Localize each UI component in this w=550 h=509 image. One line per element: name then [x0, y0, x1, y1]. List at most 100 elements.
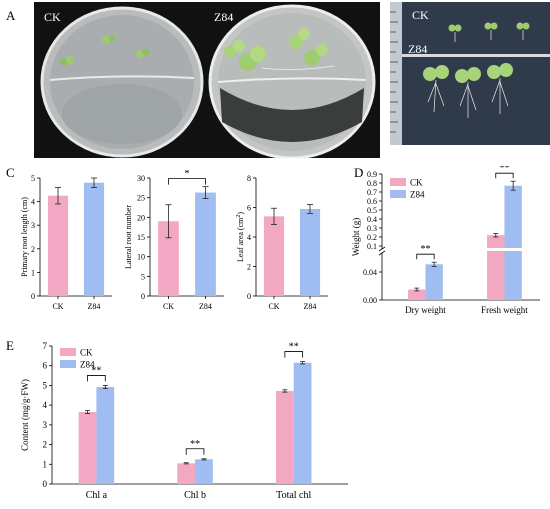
- y-tick-label: 6: [43, 361, 48, 371]
- y-tick-label: 0.1: [367, 242, 377, 251]
- y-tick-label: 4: [247, 233, 251, 242]
- y-tick-label: 0.7: [367, 188, 377, 197]
- significance-label: **: [289, 342, 299, 353]
- bar-z84: [195, 192, 216, 296]
- significance-label: **: [91, 365, 101, 376]
- y-tick-label: 1: [43, 459, 48, 469]
- y-tick-label: 0.4: [367, 215, 377, 224]
- x-tick-label: Z84: [88, 302, 101, 311]
- legend-swatch-z84: [390, 190, 406, 198]
- bar-z84: [83, 182, 105, 296]
- x-tick-label: CK: [163, 302, 174, 311]
- y-tick-label: 0.5: [367, 206, 377, 215]
- legend-swatch-z84: [60, 360, 76, 368]
- x-tick-label: Total chl: [276, 490, 311, 501]
- seedling-photo: CK Z84: [390, 2, 550, 145]
- y-axis-label: Primary root length (cm): [20, 197, 29, 277]
- panel-label-c: C: [6, 165, 15, 180]
- y-tick-label: 6: [247, 204, 251, 213]
- y-tick-label: 25: [137, 194, 145, 203]
- y-tick-label: 3: [43, 420, 48, 430]
- panel-label-a: A: [6, 8, 16, 23]
- x-tick-label: Dry weight: [405, 305, 446, 315]
- x-tick-label: Z84: [304, 302, 317, 311]
- significance-label: *: [185, 170, 190, 180]
- y-tick-label: 0.8: [367, 179, 377, 188]
- photo-b-z84-label: Z84: [408, 42, 428, 56]
- y-axis-label: Lateral root number: [124, 205, 133, 269]
- bar-ck: [47, 195, 69, 296]
- seedling-image: [390, 2, 550, 145]
- y-tick-label: 0: [141, 292, 145, 301]
- y-tick-label: 4: [43, 400, 48, 410]
- legend-label-ck: CK: [410, 178, 423, 188]
- lateral-root-number-chart: 0 5 10 15 20 25 30 CK Z84 * Lateral root number: [124, 170, 224, 311]
- x-tick-label: Chl a: [86, 490, 108, 501]
- y-axis-label: Weight (g): [351, 218, 361, 257]
- x-tick-label: CK: [268, 302, 279, 311]
- y-tick-label: 10: [137, 253, 145, 262]
- y-tick-label: 5: [31, 174, 35, 183]
- bar-ck: [487, 235, 505, 300]
- y-axis-label: Content (mg/g·FW): [20, 379, 30, 451]
- y-tick-label: 3: [31, 221, 35, 230]
- y-tick-label: 0.6: [367, 197, 377, 206]
- y-tick-label: 2: [31, 245, 35, 254]
- y-tick-label: 4: [31, 198, 35, 207]
- bar-ck: [275, 390, 294, 484]
- y-tick-label: 0.04: [363, 268, 377, 277]
- bar-ck: [78, 412, 97, 484]
- significance-bracket: [87, 375, 106, 382]
- petri-dish-photo: CK Z84: [34, 2, 380, 160]
- y-tick-label: 0.2: [367, 233, 377, 242]
- y-tick-label: 5: [141, 272, 145, 281]
- legend-swatch-ck: [390, 178, 406, 186]
- significance-bracket: [495, 172, 514, 179]
- legend-swatch-ck: [60, 348, 76, 356]
- photo-a-z84-label: Z84: [214, 10, 234, 24]
- bar-z84: [425, 264, 443, 300]
- bar-break-gap: [486, 248, 523, 251]
- y-tick-label: 0: [31, 292, 35, 301]
- chlorophyll-content-chart: 0 1 2 3 4 5 6 7 ** Chl a ** Chl b ** Total chl CK Z84 Co…: [20, 341, 348, 501]
- leaf-area-chart: 0 2 4 6 8 CK Z84 Leaf area (cm2): [236, 174, 328, 311]
- significance-bracket: [284, 351, 304, 358]
- x-tick-label: CK: [52, 302, 63, 311]
- y-tick-label: 20: [137, 213, 145, 222]
- bar-z84: [293, 362, 312, 484]
- y-tick-label: 0.00: [363, 296, 377, 305]
- y-tick-label: 8: [247, 174, 251, 183]
- bar-z84: [96, 387, 115, 484]
- x-tick-label: Z84: [199, 302, 212, 311]
- axis-break-mark: [378, 250, 386, 256]
- legend-label-ck: CK: [80, 348, 93, 358]
- legend-label-z84: Z84: [80, 360, 95, 370]
- bar-ck: [158, 221, 179, 296]
- y-tick-label: 2: [43, 440, 48, 450]
- x-tick-label: Chl b: [184, 490, 206, 501]
- primary-root-length-chart: 0 1 2 3 4 5 CK Z84 Primary root length (cm): [20, 174, 112, 311]
- y-tick-label: 2: [247, 263, 251, 272]
- significance-bracket: [185, 448, 205, 455]
- y-tick-label: 7: [43, 341, 48, 351]
- bar-z84: [299, 208, 321, 296]
- axis-break-mark: [378, 246, 386, 252]
- bar-ck: [408, 289, 426, 300]
- photo-a-ck-label: CK: [44, 10, 61, 24]
- significance-label: **: [420, 244, 430, 255]
- bar-ck: [263, 216, 285, 296]
- y-tick-label: 15: [137, 233, 145, 242]
- significance-bracket: [416, 253, 435, 260]
- weight-chart: 0.00 0.04 0.10.20.30.40.50.60.70.80.9 ** Dry…: [351, 166, 540, 315]
- petri-dish-image: [34, 2, 380, 160]
- significance-label: **: [190, 439, 200, 450]
- bar-z84: [195, 459, 213, 484]
- photo-b-ck-label: CK: [412, 8, 429, 22]
- significance-label: **: [499, 166, 509, 174]
- y-tick-label: 0.3: [367, 224, 377, 233]
- y-axis-label: Leaf area (cm2): [236, 212, 245, 262]
- y-tick-label: 0.9: [367, 170, 377, 179]
- significance-bracket: [168, 178, 206, 185]
- y-tick-label: 0: [43, 479, 48, 489]
- y-tick-label: 30: [137, 174, 145, 183]
